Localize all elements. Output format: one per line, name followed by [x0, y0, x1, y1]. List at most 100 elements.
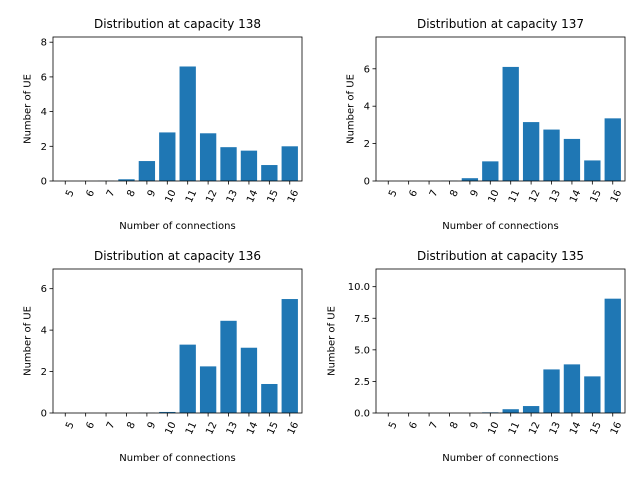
x-tick-label: 9 — [469, 420, 482, 430]
x-tick-label: 9 — [146, 188, 159, 198]
x-tick-label: 7 — [105, 420, 118, 430]
x-tick-label: 12 — [527, 188, 542, 204]
x-tick-label: 14 — [568, 188, 583, 204]
axes-frame — [52, 36, 303, 182]
bar-13 — [543, 129, 560, 181]
y-tick-label: 2.5 — [354, 377, 370, 388]
axes-frame — [375, 268, 626, 414]
bar-16 — [604, 118, 621, 181]
x-tick-label: 7 — [105, 188, 118, 198]
axes-frame — [52, 268, 303, 414]
x-tick-label: 8 — [125, 188, 138, 198]
x-tick-label: 15 — [266, 188, 281, 204]
x-tick-label: 11 — [184, 188, 199, 204]
subplot-4: 5 6 7 8 9 10 11 12 13 14 15 16 0.0 2.5 5.0 7.5 10.0 Distr… — [326, 249, 626, 464]
x-tick-label: 8 — [125, 420, 138, 430]
y-tick-label: 2 — [41, 142, 47, 153]
x-tick-label: 15 — [589, 188, 604, 204]
x-tick-label: 12 — [204, 420, 219, 436]
x-axis-label: Number of connections — [442, 453, 558, 464]
x-tick-label: 14 — [568, 420, 583, 436]
x-tick-label: 13 — [548, 420, 563, 436]
y-tick-label: 7.5 — [354, 314, 370, 325]
x-tick-label: 15 — [266, 420, 281, 436]
x-tick-label: 8 — [448, 420, 461, 430]
x-tick-label: 7 — [428, 188, 441, 198]
x-tick-label: 9 — [146, 420, 159, 430]
y-tick-label: 4 — [364, 102, 370, 113]
bar-15 — [584, 376, 601, 413]
bar-13 — [543, 369, 560, 413]
y-tick-label: 8 — [41, 38, 47, 49]
bar-12 — [522, 122, 540, 181]
x-tick-label: 5 — [387, 420, 400, 430]
bar-16 — [281, 299, 298, 413]
bar-11 — [502, 66, 519, 181]
x-tick-label: 15 — [589, 420, 604, 436]
bar-13 — [220, 147, 237, 181]
x-tick-label: 6 — [408, 420, 421, 430]
x-tick-label: 11 — [507, 188, 522, 204]
x-axis-label: Number of connections — [119, 221, 235, 232]
bar-10 — [159, 411, 176, 413]
bar-11 — [179, 344, 196, 413]
bar-12 — [522, 406, 540, 413]
bar-11 — [179, 66, 196, 181]
bar-13 — [220, 320, 237, 413]
y-tick-label: 4 — [41, 107, 47, 118]
x-tick-label: 6 — [85, 188, 98, 198]
bar-9 — [461, 178, 479, 181]
bar-12 — [199, 366, 217, 413]
x-tick-label: 11 — [507, 420, 522, 436]
y-tick-label: 0.0 — [354, 409, 370, 420]
y-tick-label: 10.0 — [348, 282, 370, 293]
x-tick-label: 5 — [387, 188, 400, 198]
bar-14 — [563, 138, 581, 181]
y-tick-label: 5.0 — [354, 345, 370, 356]
chart-title: Distribution at capacity 138 — [94, 17, 261, 31]
bar-10 — [159, 132, 176, 181]
chart-title: Distribution at capacity 136 — [94, 249, 261, 263]
y-tick-label: 0 — [41, 177, 47, 188]
x-tick-label: 14 — [245, 420, 260, 436]
bar-15 — [261, 383, 278, 413]
y-tick-label: 2 — [364, 139, 370, 150]
x-tick-label: 12 — [204, 188, 219, 204]
axes-frame — [375, 36, 626, 182]
y-axis-label: Number of UE — [326, 306, 337, 376]
x-tick-label: 11 — [184, 420, 199, 436]
x-tick-label: 9 — [469, 188, 482, 198]
bar-10 — [482, 161, 499, 181]
bar-9 — [138, 161, 156, 181]
y-axis-label: Number of UE — [23, 306, 34, 376]
bar-15 — [584, 160, 601, 181]
x-tick-label: 5 — [64, 420, 77, 430]
x-tick-label: 12 — [527, 420, 542, 436]
chart-title: Distribution at capacity 135 — [417, 249, 584, 263]
bar-12 — [199, 133, 217, 181]
x-tick-label: 13 — [548, 188, 563, 204]
bar-15 — [261, 165, 278, 181]
bar-16 — [604, 298, 621, 413]
x-axis-label: Number of connections — [119, 453, 235, 464]
x-tick-label: 16 — [609, 188, 624, 204]
chart-title: Distribution at capacity 137 — [417, 17, 584, 31]
y-tick-label: 6 — [364, 64, 370, 75]
x-tick-label: 14 — [245, 188, 260, 204]
x-tick-label: 6 — [85, 420, 98, 430]
bar-16 — [281, 146, 298, 181]
x-tick-label: 13 — [225, 188, 240, 204]
bar-14 — [563, 364, 581, 413]
y-tick-label: 0 — [364, 177, 370, 188]
x-tick-label: 10 — [486, 188, 501, 204]
bar-8 — [118, 179, 135, 181]
x-tick-label: 13 — [225, 420, 240, 436]
x-tick-label: 16 — [286, 188, 301, 204]
x-tick-label: 10 — [163, 420, 178, 436]
bar-14 — [240, 150, 258, 181]
x-tick-label: 10 — [163, 188, 178, 204]
